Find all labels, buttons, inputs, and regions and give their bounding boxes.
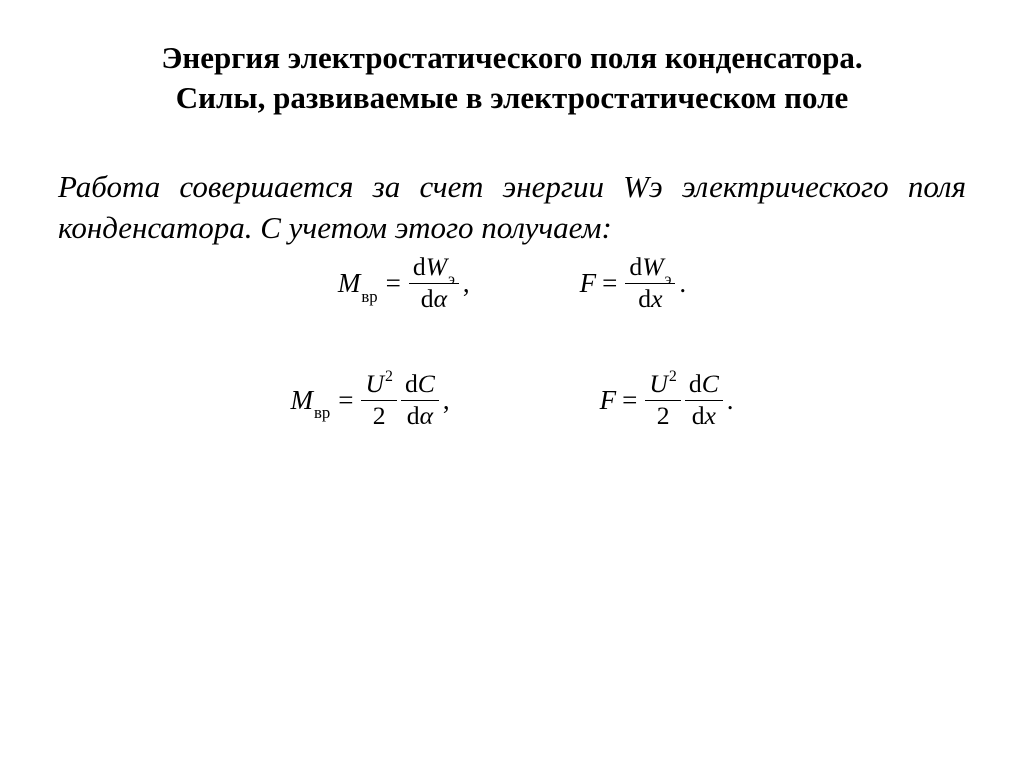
sym-e: э (448, 271, 455, 288)
sym-comma: , (443, 385, 450, 416)
equation-f-dw-dx: F = dWэ dx . (580, 254, 687, 313)
equation-f-u2-dc-dx: F = U2 2 dC dx . (600, 371, 734, 430)
sym-two: 2 (369, 403, 390, 430)
sym-sq: 2 (669, 368, 677, 385)
sym-alpha: α (434, 284, 447, 313)
sym-d: d (405, 369, 418, 398)
equation-m-dw-dalpha: Mвр = dWэ dα , (338, 254, 470, 313)
equation-m-u2-dc-dalpha: Mвр = U2 2 dC dα , (290, 371, 449, 430)
sym-alpha: α (420, 401, 433, 430)
title-line-2: Силы, развиваемые в электростатическом п… (176, 80, 849, 115)
sym-e: э (665, 271, 672, 288)
sym-d: d (421, 284, 434, 313)
equation-row-1: Mвр = dWэ dα , F = dWэ (58, 254, 966, 313)
frac-u2-2b: U2 2 (645, 371, 680, 430)
sym-eq: = (386, 268, 401, 299)
sym-c: C (702, 369, 719, 398)
equation-row-2: Mвр = U2 2 dC dα , F (58, 371, 966, 430)
frac-dc-dx: dC dx (685, 371, 723, 430)
sym-dot: . (679, 268, 686, 299)
sym-eq: = (338, 385, 353, 416)
sym-x: x (705, 401, 716, 430)
sym-comma: , (463, 268, 470, 299)
sym-m: M (290, 385, 313, 415)
sym-vr: вр (314, 403, 330, 422)
sym-x: x (651, 284, 662, 313)
title-line-1: Энергия электростатического поля конденс… (161, 40, 862, 75)
sym-d: d (413, 252, 426, 281)
frac-dw-dalpha: dWэ dα (409, 254, 459, 313)
sym-d: d (638, 284, 651, 313)
sym-f: F (600, 385, 617, 416)
sym-m: M (338, 268, 361, 298)
slide-title: Энергия электростатического поля конденс… (58, 38, 966, 119)
sym-d: d (692, 401, 705, 430)
body-paragraph: Работа совершается за счет энергии Wэ эл… (58, 167, 966, 249)
frac-u2-2: U2 2 (361, 371, 396, 430)
sym-two: 2 (653, 403, 674, 430)
sym-eq: = (622, 385, 637, 416)
frac-dw-dx: dWэ dx (625, 254, 675, 313)
frac-dc-dalpha: dC dα (401, 371, 439, 430)
sym-u: U (365, 369, 384, 398)
sym-w: W (426, 252, 447, 281)
sym-w: W (642, 252, 663, 281)
sym-d: d (629, 252, 642, 281)
sym-u: U (649, 369, 668, 398)
sym-d: d (407, 401, 420, 430)
sym-eq: = (602, 268, 617, 299)
slide: Энергия электростатического поля конденс… (0, 0, 1024, 767)
sym-c: C (418, 369, 435, 398)
sym-f: F (580, 268, 597, 299)
sym-dot: . (727, 385, 734, 416)
sym-d: d (689, 369, 702, 398)
sym-sq: 2 (385, 368, 393, 385)
sym-vr: вр (361, 287, 377, 306)
